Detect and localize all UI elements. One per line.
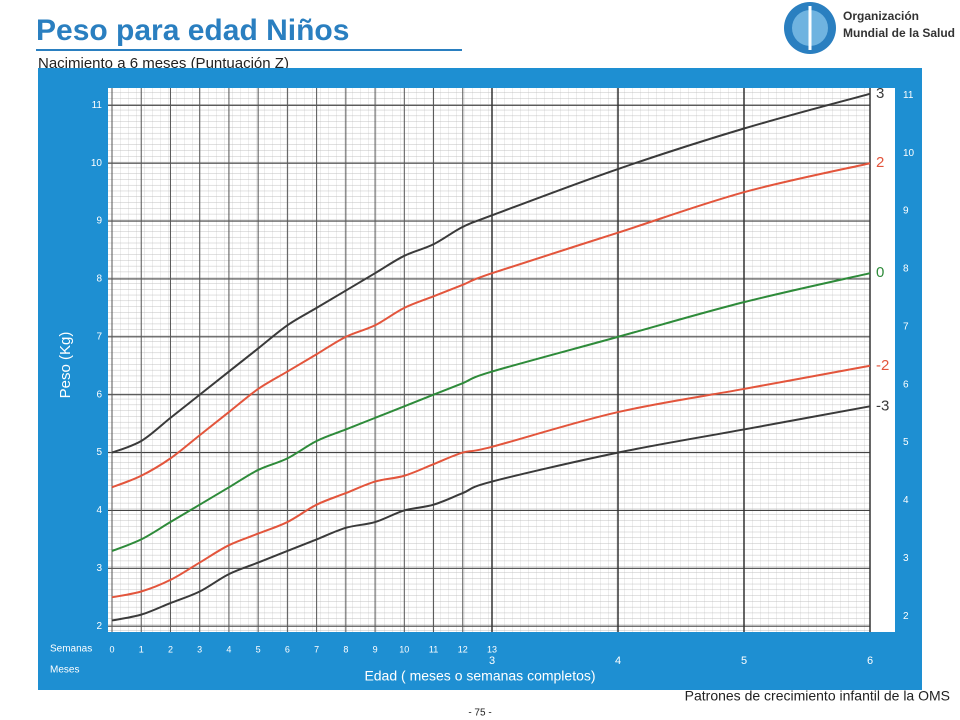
y-tick-label: 2 (96, 621, 102, 632)
label-strip (870, 88, 895, 632)
logo (784, 2, 836, 54)
x-tick-label: 3 (197, 644, 202, 654)
series-label: 3 (876, 85, 884, 102)
x-tick-label: 11 (429, 644, 438, 654)
y-tick-label: 10 (91, 158, 103, 169)
x-tick-label: 5 (741, 655, 747, 667)
subtitle: Nacimiento a 6 meses (Puntuación Z) (38, 55, 289, 72)
source: Patrones de crecimiento infantil de la O… (685, 688, 950, 704)
y-axis-title: Peso (Kg) (57, 332, 74, 399)
x-tick-label: 2 (168, 644, 173, 654)
months-label: Meses (50, 665, 79, 676)
x-axis-title: Edad ( meses o semanas completos) (364, 668, 595, 684)
org-name: Organización (843, 9, 919, 23)
page-number: - 75 - (468, 708, 491, 719)
y-tick-label: 6 (96, 389, 102, 400)
y2-tick-label: 10 (903, 148, 915, 159)
y-tick-label: 4 (96, 505, 102, 516)
z-score-line (111, 364, 871, 599)
y-tick-label: 3 (96, 563, 102, 574)
y2-tick-label: 5 (903, 437, 909, 448)
y2-tick-label: 6 (903, 379, 909, 390)
weeks-label: Semanas (50, 644, 92, 655)
x-tick-label: 10 (399, 644, 409, 654)
x-tick-label: 9 (373, 644, 378, 654)
y2-tick-label: 2 (903, 611, 909, 622)
y-tick-label: 9 (96, 216, 102, 227)
x-tick-label: 4 (615, 655, 621, 667)
series-label: 0 (876, 264, 884, 281)
title: Peso para edad Niños (36, 14, 349, 47)
x-tick-label: 13 (487, 644, 497, 654)
series-label: -2 (876, 357, 889, 374)
y2-tick-label: 7 (903, 321, 909, 332)
minor-grid (108, 88, 870, 632)
y2-tick-label: 11 (903, 90, 914, 101)
x-tick-label: 4 (226, 644, 231, 654)
y-tick-label: 11 (92, 100, 103, 111)
x-tick-label: 6 (285, 644, 290, 654)
y2-tick-label: 3 (903, 553, 909, 564)
x-tick-label: 12 (458, 644, 468, 654)
x-tick-label: 3 (489, 655, 495, 667)
x-tick-label: 7 (314, 644, 319, 654)
x-tick-label: 6 (867, 655, 873, 667)
x-tick-label: 1 (139, 644, 144, 654)
x-tick-label: 8 (343, 644, 348, 654)
y-tick-label: 5 (96, 447, 102, 458)
y-tick-label: 8 (96, 274, 102, 285)
y2-tick-label: 9 (903, 206, 909, 217)
series-label: -3 (876, 397, 889, 414)
z-score-line (111, 162, 871, 489)
x-tick-label: 0 (109, 644, 114, 654)
org-name: Mundial de la Salud (843, 26, 955, 40)
z-score-line (111, 92, 871, 454)
y2-tick-label: 8 (903, 264, 909, 275)
x-tick-label: 5 (256, 644, 261, 654)
z-score-line (111, 405, 871, 622)
y-tick-label: 7 (96, 331, 102, 342)
series-label: 2 (876, 154, 884, 171)
z-score-line (111, 272, 871, 552)
y2-tick-label: 4 (903, 495, 909, 506)
